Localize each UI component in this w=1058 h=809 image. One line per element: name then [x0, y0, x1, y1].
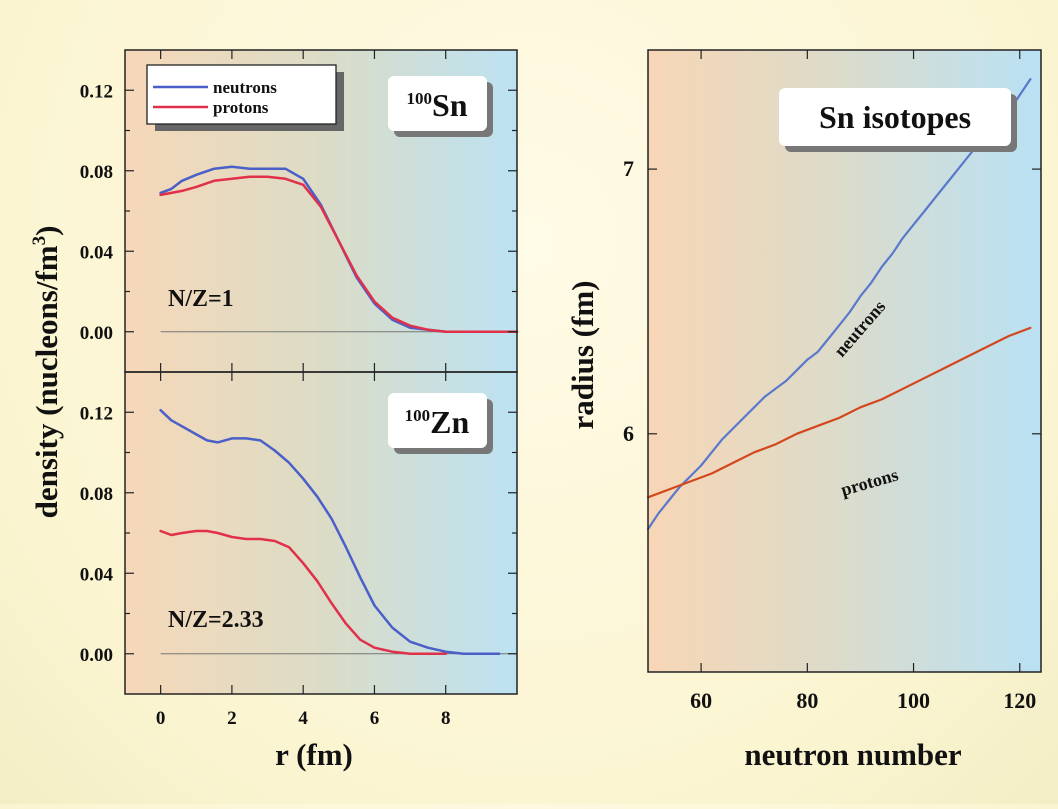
- r-xtick-label: 120: [1003, 688, 1036, 713]
- right-plot-area: [648, 50, 1041, 672]
- right-frame: [647, 49, 1042, 673]
- sn-isotopes-title: Sn isotopes: [779, 88, 1017, 152]
- tl-ytick-label: 0.00: [80, 323, 113, 344]
- bottom-left-frame: [124, 371, 518, 695]
- bl-xtick-label: 4: [298, 708, 308, 729]
- bl-xtick-label: 6: [370, 708, 380, 729]
- zn100-label-text: 100Zn: [405, 404, 470, 440]
- sn100-label: 100Sn: [388, 76, 493, 137]
- left-y-axis-title-close: ): [29, 226, 64, 236]
- top-left-series-layer: [159, 165, 519, 334]
- bl-protons-line: [159, 529, 447, 656]
- sn100-label-text: 100Sn: [406, 87, 467, 123]
- zn100-label: 100Zn: [388, 393, 493, 454]
- zn100-label-box: [388, 393, 487, 448]
- tl-ytick-label: 0.12: [80, 81, 113, 102]
- bl-ytick-label: 0.00: [80, 645, 113, 666]
- r-ytick-label: 6: [623, 421, 634, 446]
- r-protons-line: [646, 326, 1032, 499]
- sn-isotopes-title-box: [779, 88, 1011, 146]
- tl-ytick-label: 0.08: [80, 162, 113, 183]
- bl-ytick-label: 0.12: [80, 403, 113, 424]
- bottom-left-series-layer: [159, 408, 501, 656]
- right-x-axis-title: neutron number: [744, 737, 962, 772]
- annotation-nz-sn: N/Z=1: [168, 286, 234, 312]
- top-left-tick-labels: 0.00 0.04 0.08 0.12: [80, 81, 114, 344]
- bl-xtick-label: 0: [156, 708, 166, 729]
- tl-ytick-label: 0.04: [80, 242, 114, 263]
- bl-xtick-label: 2: [227, 708, 237, 729]
- r-ytick-label: 7: [623, 156, 634, 181]
- r-xtick-label: 100: [897, 688, 930, 713]
- legend: neutrons protons: [146, 64, 344, 131]
- annotation-nz-zn: N/Z=2.33: [168, 607, 264, 633]
- sn-isotopes-title-text: Sn isotopes: [819, 99, 971, 135]
- sn100-element: Sn: [432, 87, 468, 123]
- zn100-element: Zn: [430, 404, 469, 440]
- bottom-left-ticks: [125, 372, 517, 694]
- sn100-label-box: [388, 76, 487, 131]
- right-y-axis-title: radius (fm): [565, 281, 600, 430]
- bl-neutrons-line: [159, 408, 501, 656]
- right-tick-labels: 60 80 100 120 6 7: [623, 156, 1036, 713]
- zn100-mass-number: 100: [405, 406, 431, 425]
- left-x-axis-title: r (fm): [275, 737, 353, 772]
- legend-protons-label: protons: [213, 98, 269, 117]
- legend-box: [146, 64, 337, 125]
- right-ticks: [648, 50, 1041, 672]
- left-y-axis-title-main: density (nucleons/fm: [29, 245, 64, 518]
- r-xtick-label: 60: [690, 688, 712, 713]
- left-y-axis-title-sup: 3: [29, 236, 50, 246]
- r-xtick-label: 80: [796, 688, 818, 713]
- r-neutrons-line: [646, 77, 1032, 531]
- top-left-ticks: [125, 50, 517, 372]
- legend-neutrons-label: neutrons: [213, 78, 277, 97]
- bottom-left-tick-labels: 0 2 4 6 8 0.00 0.04 0.08 0.12: [80, 403, 451, 729]
- bl-ytick-label: 0.04: [80, 564, 114, 585]
- bl-ytick-label: 0.08: [80, 484, 113, 505]
- right-series-layer: [646, 77, 1032, 531]
- bl-xtick-label: 8: [441, 708, 451, 729]
- sn100-mass-number: 100: [406, 89, 432, 108]
- tl-protons-line: [159, 175, 519, 334]
- left-y-axis-title: density (nucleons/fm3): [29, 226, 64, 519]
